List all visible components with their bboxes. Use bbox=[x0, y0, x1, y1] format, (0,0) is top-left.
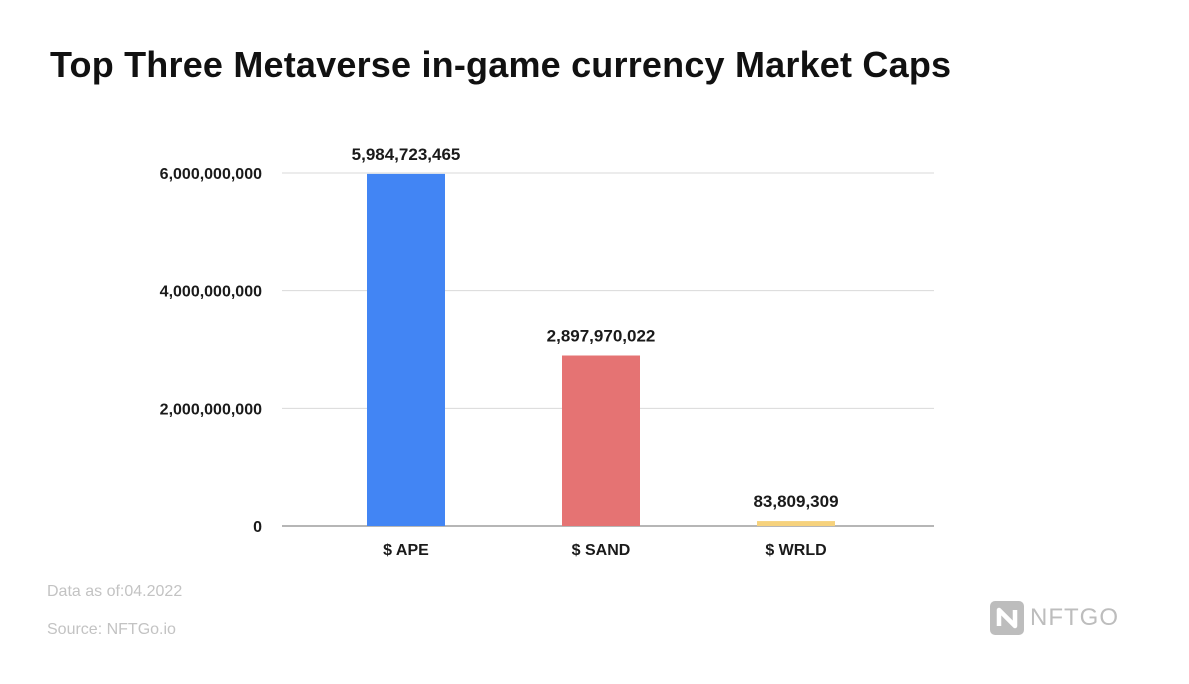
y-tick-label: 6,000,000,000 bbox=[160, 166, 262, 183]
y-tick-label: 0 bbox=[253, 519, 262, 536]
logo-text: NFTGO bbox=[1030, 604, 1119, 631]
bar bbox=[367, 173, 445, 526]
bar-value-label: 83,809,309 bbox=[753, 492, 838, 511]
bar bbox=[757, 521, 835, 526]
nftgo-logo-icon bbox=[990, 601, 1024, 635]
bar-value-label: 2,897,970,022 bbox=[547, 327, 656, 346]
source-note: Source: NFTGo.io bbox=[47, 621, 176, 638]
y-tick-label: 2,000,000,000 bbox=[160, 401, 262, 418]
x-category-label: $ SAND bbox=[572, 542, 631, 559]
nftgo-logo: NFTGO bbox=[990, 601, 1119, 635]
chart-title: Top Three Metaverse in-game currency Mar… bbox=[50, 44, 952, 85]
data-date-note: Data as of:04.2022 bbox=[47, 583, 183, 600]
x-category-label: $ APE bbox=[383, 542, 429, 559]
y-tick-label: 4,000,000,000 bbox=[160, 284, 262, 301]
x-category-label: $ WRLD bbox=[765, 542, 826, 559]
bar-value-label: 5,984,723,465 bbox=[352, 145, 461, 164]
bar bbox=[562, 355, 640, 526]
